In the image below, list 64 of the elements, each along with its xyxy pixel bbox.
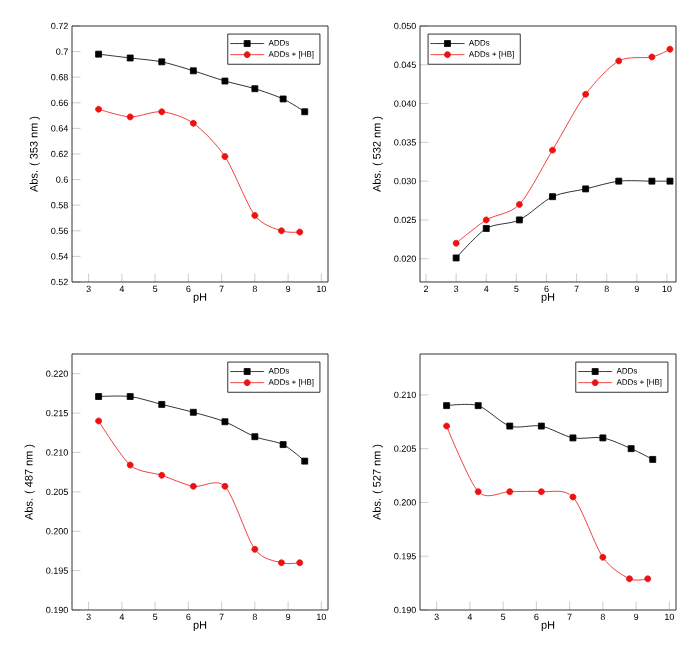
point bbox=[301, 457, 309, 465]
point bbox=[452, 254, 460, 262]
point bbox=[482, 216, 490, 224]
point bbox=[549, 193, 556, 201]
point bbox=[126, 113, 134, 121]
point bbox=[251, 212, 259, 219]
point bbox=[516, 201, 523, 208]
point bbox=[95, 417, 102, 425]
point bbox=[648, 53, 656, 61]
point bbox=[126, 54, 134, 62]
point bbox=[158, 58, 166, 66]
point bbox=[95, 105, 102, 113]
point bbox=[158, 401, 166, 408]
point bbox=[644, 575, 652, 583]
point bbox=[126, 393, 134, 400]
point bbox=[599, 434, 607, 442]
point bbox=[666, 45, 674, 53]
point bbox=[537, 422, 545, 430]
point bbox=[482, 225, 490, 232]
point bbox=[615, 177, 623, 185]
point bbox=[95, 50, 102, 58]
point bbox=[626, 575, 633, 583]
point bbox=[506, 422, 514, 430]
point bbox=[158, 471, 166, 479]
point bbox=[549, 146, 556, 154]
point bbox=[648, 177, 656, 185]
point bbox=[189, 408, 197, 416]
point bbox=[506, 488, 514, 496]
point bbox=[296, 559, 304, 567]
point bbox=[627, 445, 635, 453]
point bbox=[516, 216, 523, 224]
point bbox=[569, 434, 577, 442]
point bbox=[221, 77, 229, 85]
point bbox=[569, 493, 577, 501]
point bbox=[649, 456, 657, 463]
point bbox=[278, 559, 285, 567]
point bbox=[251, 545, 259, 553]
point bbox=[251, 433, 259, 441]
point bbox=[189, 119, 197, 127]
point bbox=[189, 482, 197, 490]
point bbox=[474, 488, 482, 496]
point bbox=[189, 67, 197, 75]
point bbox=[582, 90, 590, 98]
point bbox=[443, 422, 450, 430]
point bbox=[582, 185, 590, 193]
point bbox=[279, 95, 287, 103]
point bbox=[158, 108, 166, 116]
point bbox=[279, 441, 287, 448]
point bbox=[251, 85, 259, 93]
point bbox=[599, 553, 607, 561]
point bbox=[126, 461, 134, 469]
point bbox=[278, 227, 285, 235]
point bbox=[301, 108, 309, 116]
point bbox=[221, 482, 229, 490]
point bbox=[615, 57, 623, 65]
point bbox=[221, 153, 229, 160]
point bbox=[537, 488, 545, 496]
point bbox=[95, 393, 102, 400]
point bbox=[474, 402, 482, 410]
point bbox=[666, 177, 674, 185]
point bbox=[452, 239, 460, 247]
point bbox=[443, 402, 450, 410]
point bbox=[221, 418, 229, 426]
point bbox=[296, 228, 304, 236]
